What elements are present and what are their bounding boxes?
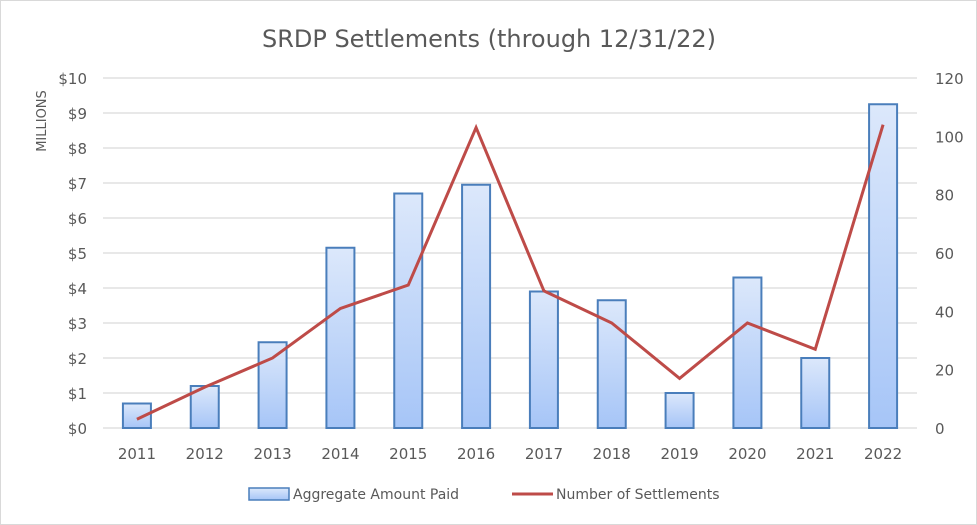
left-axis-ticks: $0 $1 $2 $3 $4 $5 $6 $7 $8 $9 $10 [58,70,87,438]
left-tick-label: $5 [68,245,87,263]
gridlines [103,77,917,429]
legend-swatch-bar [248,487,290,501]
x-tick-label: 2013 [253,445,291,463]
left-tick-label: $1 [68,385,87,403]
x-tick-label: 2022 [864,445,902,463]
right-tick-label: 40 [935,303,954,321]
left-tick-label: $2 [68,350,87,368]
bar-2020 [732,276,763,429]
line-series [136,123,885,421]
right-tick-label: 80 [935,187,954,205]
bar-2016 [461,183,492,429]
x-tick-label: 2020 [728,445,766,463]
bar-2014 [325,246,356,429]
bar-2015 [393,192,424,429]
x-tick-label: 2018 [593,445,631,463]
legend: Aggregate Amount Paid Number of Settleme… [248,487,720,503]
x-tick-label: 2019 [660,445,698,463]
x-tick-label: 2017 [525,445,563,463]
left-tick-label: $8 [68,140,87,158]
right-tick-label: 60 [935,245,954,263]
x-tick-label: 2012 [186,445,224,463]
right-tick-label: 120 [935,70,964,88]
bar-2013 [257,341,288,429]
left-tick-label: $0 [68,420,87,438]
legend-label-bar: Aggregate Amount Paid [293,487,459,503]
left-tick-label: $4 [68,280,87,298]
right-tick-label: 20 [935,362,954,380]
chart-title: SRDP Settlements (through 12/31/22) [262,25,716,53]
bar-2021 [800,357,831,429]
left-tick-label: $6 [68,210,87,228]
y-axis-label: MILLIONS [35,90,50,152]
bar-2019 [664,392,695,429]
right-tick-label: 0 [935,420,945,438]
x-tick-label: 2015 [389,445,427,463]
left-tick-label: $9 [68,105,87,123]
left-tick-label: $7 [68,175,87,193]
right-axis-ticks: 0 20 40 60 80 100 120 [935,70,964,438]
x-axis-ticks: 2011 2012 2013 2014 2015 2016 2017 2018 2019 2020… [118,445,902,463]
settlements-line [136,123,885,421]
legend-label-line: Number of Settlements [556,487,720,503]
x-tick-label: 2011 [118,445,156,463]
left-tick-label: $10 [58,70,87,88]
left-tick-label: $3 [68,315,87,333]
bar-series [121,103,899,429]
x-tick-label: 2014 [321,445,359,463]
x-tick-label: 2016 [457,445,495,463]
x-tick-label: 2021 [796,445,834,463]
right-tick-label: 100 [935,128,964,146]
bar-2017 [528,290,559,429]
